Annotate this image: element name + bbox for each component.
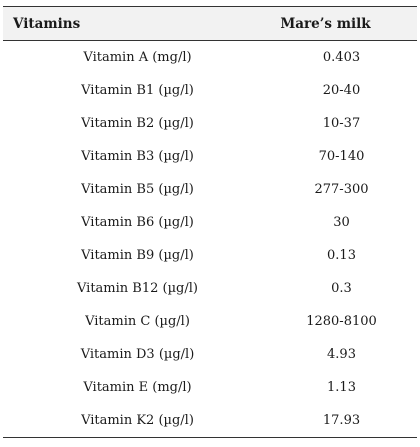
vitamin-name: Vitamin B2 (µg/l): [81, 116, 194, 131]
table-row: Vitamin B9 (µg/l) 0.13: [3, 239, 417, 272]
vitamin-value: 17.93: [272, 404, 417, 438]
table-row: Vitamin B6 (µg/l) 30: [3, 206, 417, 239]
table-row: Vitamin B2 (µg/l) 10-37: [3, 107, 417, 140]
table-header: Vitamins Mare’s milk: [3, 6, 417, 41]
header-vitamins: Vitamins: [13, 15, 81, 32]
vitamin-name: Vitamin B3 (µg/l): [81, 149, 194, 164]
vitamin-name: Vitamin D3 (µg/l): [80, 347, 195, 362]
vitamins-table-container: Vitamins Mare’s milk Vitamin A (mg/l) 0.…: [3, 6, 417, 438]
vitamin-value: 0.13: [327, 248, 356, 263]
table-row: Vitamin A (mg/l) 0.403: [3, 41, 417, 75]
vitamin-value: 277-300: [314, 182, 369, 197]
table-row: Vitamin K2 (µg/l) 17.93: [3, 404, 417, 438]
vitamin-value: 10-37: [322, 116, 361, 131]
header-mares-milk: Mare’s milk: [280, 15, 371, 32]
vitamin-value: 1280-8100: [306, 314, 377, 329]
vitamin-value: 70-140: [318, 149, 365, 164]
vitamin-name: Vitamin B6 (µg/l): [81, 215, 194, 230]
vitamin-name: Vitamin K2 (µg/l): [3, 404, 272, 438]
vitamin-value: 20-40: [322, 83, 361, 98]
vitamin-value: 0.3: [331, 281, 352, 296]
vitamin-name: Vitamin B5 (µg/l): [81, 182, 194, 197]
vitamin-name: Vitamin A (mg/l): [83, 50, 192, 65]
table-row: Vitamin C (µg/l) 1280-8100: [3, 305, 417, 338]
vitamin-name: Vitamin B12 (µg/l): [77, 281, 198, 296]
table-row: Vitamin B1 (µg/l) 20-40: [3, 74, 417, 107]
vitamin-value: 1.13: [327, 380, 356, 395]
vitamin-name: Vitamin B9 (µg/l): [81, 248, 194, 263]
vitamins-table: Vitamins Mare’s milk Vitamin A (mg/l) 0.…: [3, 6, 417, 438]
vitamin-name: Vitamin E (mg/l): [83, 380, 192, 395]
vitamin-name: Vitamin C (µg/l): [85, 314, 190, 329]
table-row: Vitamin B5 (µg/l) 277-300: [3, 173, 417, 206]
table-row: Vitamin B3 (µg/l) 70-140: [3, 140, 417, 173]
vitamin-value: 4.93: [327, 347, 356, 362]
vitamin-name: Vitamin B1 (µg/l): [81, 83, 194, 98]
vitamin-value: 30: [333, 215, 350, 230]
table-row: Vitamin D3 (µg/l) 4.93: [3, 338, 417, 371]
table-row: Vitamin E (mg/l) 1.13: [3, 371, 417, 404]
table-body: Vitamin A (mg/l) 0.403 Vitamin B1 (µg/l)…: [3, 41, 417, 438]
table-row: Vitamin B12 (µg/l) 0.3: [3, 272, 417, 305]
header-row: Vitamins Mare’s milk: [3, 6, 417, 41]
vitamin-value: 0.403: [322, 50, 361, 65]
